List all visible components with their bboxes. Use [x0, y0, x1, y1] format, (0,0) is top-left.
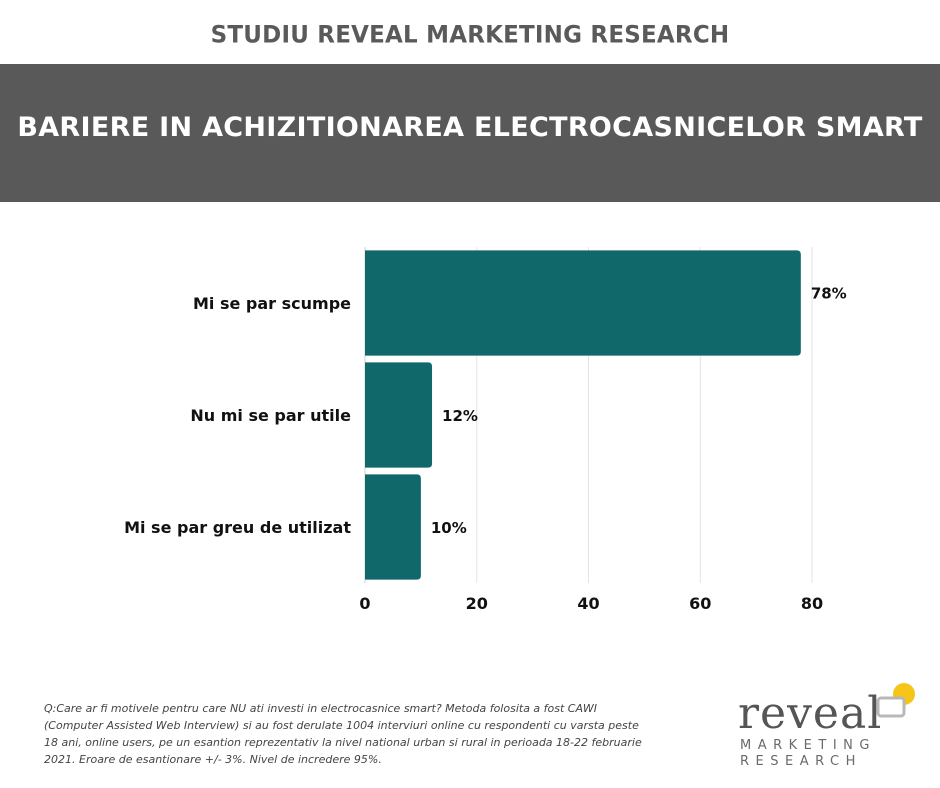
bar: [365, 250, 801, 356]
category-label: Mi se par greu de utilizat: [124, 518, 351, 537]
category-label: Mi se par scumpe: [193, 294, 351, 313]
value-label: 78%: [811, 284, 847, 302]
chart-title: BARIERE IN ACHIZITIONAREA ELECTROCASNICE…: [17, 112, 923, 143]
x-tick-label: 80: [801, 594, 823, 613]
bar: [365, 362, 433, 468]
bars: [365, 250, 801, 580]
category-label: Nu mi se par utile: [190, 406, 351, 425]
x-tick-label: 40: [577, 594, 599, 613]
reveal-logo: reveal MARKETING RESEARCH: [736, 682, 926, 772]
study-title: STUDIU REVEAL MARKETING RESEARCH: [210, 21, 730, 49]
x-tick-label: 60: [689, 594, 711, 613]
x-tick-label: 20: [466, 594, 488, 613]
bar-chart: 0 20 40 60 80 Mi se par scumpe 78% Nu mi se par…: [124, 247, 847, 613]
value-label: 12%: [442, 407, 478, 425]
logo-wordmark: reveal: [738, 688, 883, 739]
bar: [365, 474, 421, 580]
logo-subtitle-line1: MARKETING: [740, 738, 876, 753]
logo-card-icon: [876, 696, 906, 718]
x-tick-label: 0: [359, 594, 370, 613]
title-banner: [0, 64, 940, 202]
labels: 0 20 40 60 80 Mi se par scumpe 78% Nu mi se par…: [124, 284, 847, 613]
methodology-footnote: Q:Care ar fi motivele pentru care NU ati…: [44, 702, 642, 766]
value-label: 10%: [431, 519, 467, 537]
logo-subtitle-line2: RESEARCH: [740, 754, 862, 769]
logo-mark-icon: [876, 683, 915, 718]
